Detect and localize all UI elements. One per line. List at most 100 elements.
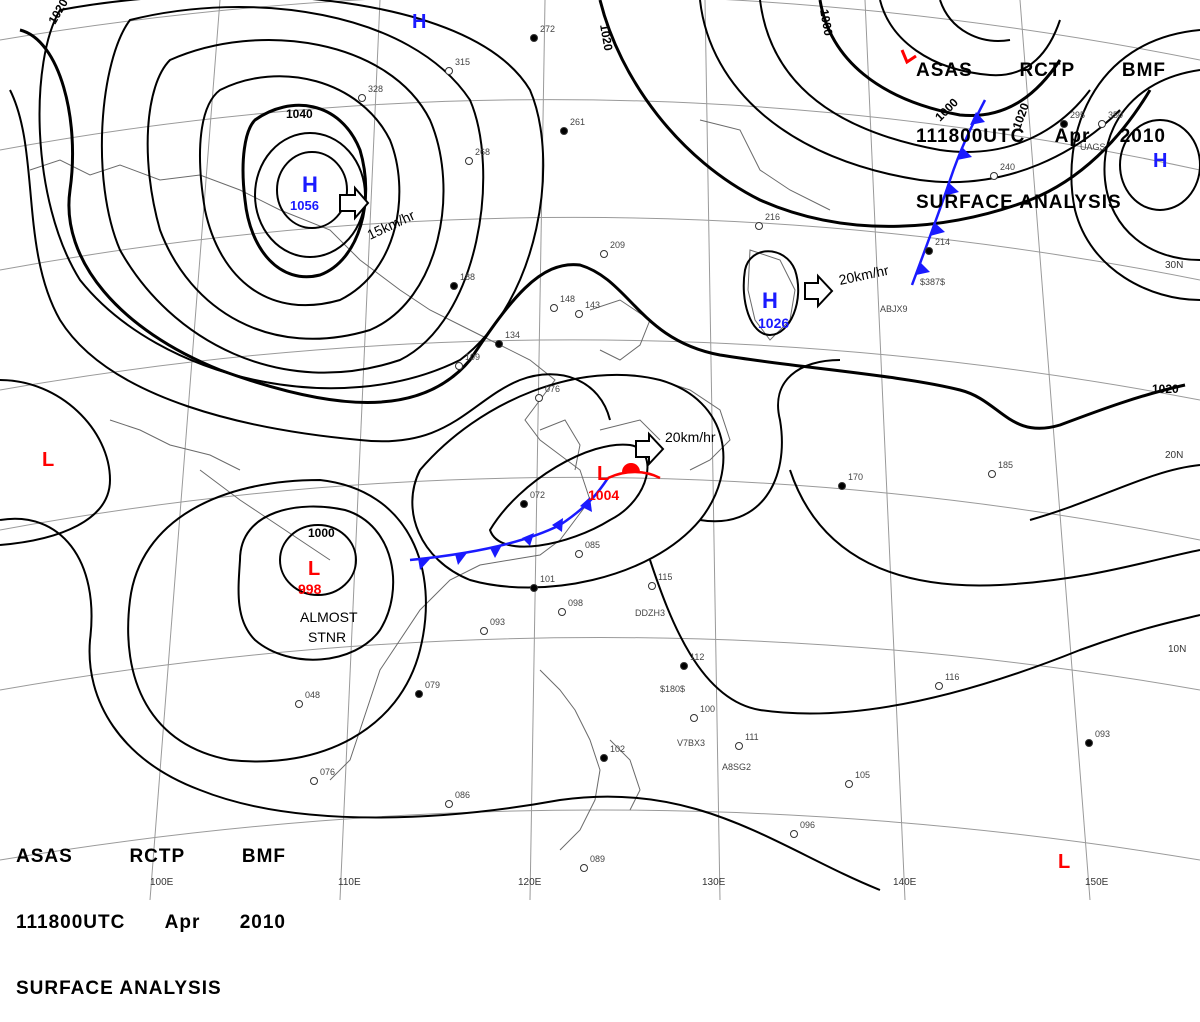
station-circle (445, 67, 453, 75)
header-year: 2010 (239, 912, 286, 933)
ship-id: $180$ (660, 684, 685, 694)
station-pressure: 079 (425, 680, 440, 690)
lon-label: 110E (338, 877, 361, 888)
low-center-letter: L (42, 449, 54, 471)
station-circle (600, 250, 608, 258)
station-pressure: 295 (1070, 110, 1085, 120)
ship-id: DDZH3 (635, 608, 665, 618)
high-center-value: 1026 (758, 315, 789, 331)
station-pressure: 076 (320, 767, 335, 777)
stationary-annotation: ALMOST STNR (300, 609, 358, 645)
station-circle (1060, 120, 1068, 128)
low-center-letter: L (1058, 851, 1070, 873)
lon-label: 150E (1085, 877, 1109, 888)
station-pressure: 105 (855, 770, 870, 780)
station-circle (690, 714, 698, 722)
warm-front (607, 463, 661, 480)
station-pressure: 048 (305, 690, 320, 700)
isobar-1024 (38, 0, 545, 390)
isobar-1056-inner (276, 151, 348, 229)
station-pressure: 111 (745, 732, 759, 742)
station-pressure: 261 (570, 117, 585, 127)
station-pressure: 216 (765, 212, 780, 222)
pressure-centers: H 1056 H 1026 L 1004 L 998 H H L L (42, 11, 1167, 873)
high-center-letter: H (762, 288, 778, 313)
station-circle (1085, 739, 1093, 747)
station-circle (558, 608, 566, 616)
ship-id: ABJX9 (880, 304, 908, 314)
header-year: 2010 (1119, 126, 1166, 147)
station-pressure: 134 (505, 330, 520, 340)
low-center-letter: L (308, 558, 320, 580)
isobar-label: 1000 (308, 526, 335, 540)
station-pressure: 109 (465, 352, 480, 362)
header-title: SURFACE ANALYSIS (916, 192, 1122, 213)
station-pressure: 185 (998, 460, 1013, 470)
station-circle (445, 800, 453, 808)
station-circle (680, 662, 688, 670)
isobar-1032 (146, 39, 445, 340)
header-center: BMF (1121, 60, 1166, 81)
station-circle (480, 627, 488, 635)
station-pressure: 315 (455, 57, 470, 67)
header-center: BMF (241, 846, 286, 867)
station-circle (935, 682, 943, 690)
station-circle (535, 394, 543, 402)
station-pressure: 214 (935, 237, 950, 247)
station-circle (575, 550, 583, 558)
station-pressure: 209 (610, 240, 625, 250)
station-plots: 272 315 328 261 268 209 188 148 143 134 109 076 072 0… (295, 24, 1123, 872)
station-pressure: 240 (1000, 162, 1015, 172)
station-pressure: 272 (540, 24, 555, 34)
station-pressure: 086 (455, 790, 470, 800)
lat-label: 30N (1165, 260, 1183, 271)
surface-analysis-map: 1020 1020 1000 1040 1000 1020 1020 1000 … (0, 0, 1200, 900)
high-center-letter: H (412, 11, 426, 33)
header-top-right: ASAS RCTP BMF 111800UTC Apr 2010 SURFACE… (916, 16, 1166, 236)
station-circle (530, 584, 538, 592)
low-center-value: 998 (298, 581, 322, 597)
header-month: Apr (164, 912, 201, 933)
lon-label: 100E (150, 877, 174, 888)
isobar-1040 (241, 103, 368, 279)
station-pressure: 188 (460, 272, 475, 282)
station-circle (465, 157, 473, 165)
ship-id: $387$ (920, 277, 945, 287)
station-circle (838, 482, 846, 490)
isobar-1000-west (279, 524, 357, 596)
cold-front-main (409, 477, 610, 570)
station-pressure: 268 (475, 147, 490, 157)
station-pressure: 148 (560, 294, 575, 304)
station-circle (295, 700, 303, 708)
ship-ids: ABJX9 $387$ DDZH3 $180$ V7BX3 A8SG2 UAGS (635, 142, 1106, 772)
station-circle (845, 780, 853, 788)
isobar-1020-main (19, 28, 1186, 430)
station-pressure: 112 (690, 652, 704, 662)
header-agency: ASAS (16, 846, 73, 867)
station-circle (455, 362, 463, 370)
station-pressure: 100 (700, 704, 715, 714)
isobar-label: 1000 (817, 8, 835, 37)
station-circle (988, 470, 996, 478)
ship-id: UAGS (1080, 142, 1106, 152)
lon-label: 130E (702, 877, 726, 888)
station-circle (648, 582, 656, 590)
high-center-letter: H (1153, 150, 1167, 172)
high-center-value: 1056 (290, 198, 319, 213)
header-time: 111800UTC (16, 912, 126, 933)
lat-label: 20N (1165, 450, 1183, 461)
station-pressure: 089 (590, 854, 605, 864)
lon-label: 140E (893, 877, 917, 888)
isobar-1024-japan (742, 250, 800, 336)
station-circle (550, 304, 558, 312)
station-circle (1098, 120, 1106, 128)
header-title: SURFACE ANALYSIS (16, 978, 222, 999)
cold-front-east (910, 99, 987, 286)
station-circle (520, 500, 528, 508)
isobar-label: 1040 (286, 107, 313, 121)
station-pressure: 102 (610, 744, 625, 754)
header-time: 111800UTC (916, 126, 1026, 147)
station-circle (450, 282, 458, 290)
isobar-labels: 1020 1020 1000 1040 1000 1020 1020 1000 (45, 0, 1179, 540)
station-pressure: 350 (1108, 110, 1123, 120)
